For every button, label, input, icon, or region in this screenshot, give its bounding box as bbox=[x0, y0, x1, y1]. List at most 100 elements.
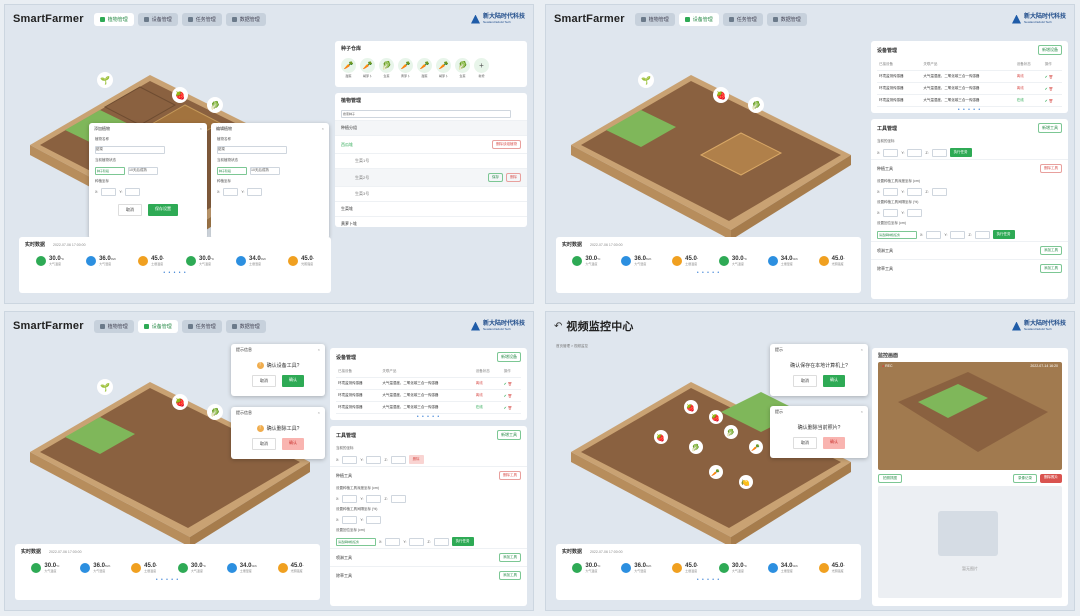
group-item-lettuce[interactable]: 生菜堆 bbox=[335, 201, 527, 216]
snapshot-button[interactable]: 拍照抓图 bbox=[878, 474, 902, 483]
trash-icon[interactable]: 🗑 bbox=[507, 405, 513, 410]
add-tool-button[interactable]: 添加工具 bbox=[1040, 264, 1062, 273]
delete-tool-button[interactable]: 删除工具 bbox=[1040, 164, 1062, 173]
tab-data[interactable]: 数据管理 bbox=[225, 319, 266, 333]
delete-button[interactable]: 删除 bbox=[408, 455, 424, 464]
tab-data[interactable]: 数据管理 bbox=[766, 12, 807, 26]
check-icon[interactable]: ✔ bbox=[503, 393, 507, 398]
name-input[interactable]: 甜菜 bbox=[217, 146, 287, 154]
sub-item[interactable]: 生菜3号 bbox=[335, 186, 527, 201]
seed-item[interactable]: 🥬 生菜 bbox=[455, 58, 470, 78]
trash-icon[interactable]: 🗑 bbox=[1048, 98, 1054, 103]
farm-board[interactable]: 🌱 🍓 🥬 bbox=[551, 45, 871, 245]
tab-task[interactable]: 任务管理 bbox=[722, 12, 763, 26]
add-tool-button[interactable]: 新增工具 bbox=[1038, 123, 1062, 133]
x-input[interactable] bbox=[883, 148, 899, 157]
pagination[interactable]: • • • • • bbox=[155, 577, 180, 583]
task-select[interactable]: 请选择种植任务 bbox=[336, 537, 376, 546]
save-settings-button[interactable]: 保存设置 bbox=[148, 204, 178, 216]
y-input[interactable] bbox=[247, 188, 263, 196]
check-icon[interactable]: ✔ bbox=[1044, 98, 1048, 103]
seed-item[interactable]: 🥕 黄萝卜 bbox=[398, 58, 413, 78]
confirm-delete-button[interactable]: 确认 bbox=[282, 438, 304, 450]
trash-icon[interactable]: 🗑 bbox=[1048, 74, 1054, 79]
trash-icon[interactable]: 🗑 bbox=[507, 381, 513, 386]
close-icon[interactable]: × bbox=[199, 126, 202, 131]
group-item-radish[interactable]: 黄萝卜堆 bbox=[335, 216, 527, 231]
tab-data[interactable]: 数据管理 bbox=[225, 12, 266, 26]
x-input[interactable] bbox=[101, 188, 117, 196]
close-icon[interactable]: × bbox=[321, 126, 324, 131]
z-input[interactable] bbox=[390, 495, 406, 503]
sub-item[interactable]: 生菜1号 bbox=[335, 153, 527, 168]
close-icon[interactable]: × bbox=[860, 409, 863, 414]
close-icon[interactable]: × bbox=[317, 410, 320, 415]
x-input[interactable] bbox=[342, 455, 358, 464]
x-input[interactable] bbox=[883, 209, 899, 217]
y-input[interactable] bbox=[907, 209, 923, 217]
farm-board[interactable]: 🍓 🍓 🍓 🥬 🥬 🥕 🥕 🍋 bbox=[551, 352, 871, 552]
video-feed[interactable]: ● REC 2022-07-14 16:20 bbox=[878, 362, 1062, 470]
x-input[interactable] bbox=[223, 188, 239, 196]
tab-plant[interactable]: 植物管理 bbox=[93, 319, 134, 333]
delete-button[interactable]: 删除 bbox=[506, 173, 521, 182]
add-device-button[interactable]: 新增设备 bbox=[497, 352, 521, 362]
check-icon[interactable]: ✔ bbox=[503, 381, 507, 386]
seed-item[interactable]: 🥕 胡萝卜 bbox=[436, 58, 451, 78]
pagination[interactable]: • • • • • bbox=[696, 577, 721, 583]
cancel-button[interactable]: 取消 bbox=[252, 438, 276, 450]
tab-task[interactable]: 任务管理 bbox=[181, 319, 222, 333]
z-input[interactable] bbox=[390, 455, 406, 464]
exec-task-button[interactable]: 执行任务 bbox=[992, 230, 1015, 239]
tab-device[interactable]: 设备管理 bbox=[137, 319, 178, 333]
exec-task-button[interactable]: 执行任务 bbox=[451, 537, 474, 546]
cancel-button[interactable]: 取消 bbox=[793, 437, 817, 449]
confirm-button[interactable]: 确认 bbox=[823, 375, 845, 387]
y-input[interactable] bbox=[907, 148, 923, 157]
add-device-button[interactable]: 新增设备 bbox=[1038, 45, 1062, 55]
tab-device[interactable]: 设备管理 bbox=[137, 12, 178, 26]
z-input[interactable] bbox=[433, 537, 449, 546]
save-button[interactable]: 保存 bbox=[488, 173, 503, 182]
tab-task[interactable]: 任务管理 bbox=[181, 12, 222, 26]
y-input[interactable] bbox=[366, 455, 382, 464]
check-icon[interactable]: ✔ bbox=[1044, 86, 1048, 91]
back-icon[interactable]: ↶ bbox=[554, 320, 563, 332]
tab-device[interactable]: 设备管理 bbox=[678, 12, 719, 26]
x-input[interactable] bbox=[342, 495, 358, 503]
mature-input[interactable]: 10天后成熟 bbox=[128, 167, 158, 175]
z-input[interactable] bbox=[931, 148, 947, 157]
x-input[interactable] bbox=[385, 537, 401, 546]
tab-plant[interactable]: 植物管理 bbox=[93, 12, 134, 26]
group-item-watermelon[interactable]: 西瓜堆 删除该组植物 bbox=[335, 135, 527, 153]
farm-board[interactable]: 🌱 🍓 🥬 bbox=[10, 352, 330, 552]
cancel-button[interactable]: 取消 bbox=[118, 204, 142, 216]
confirm-delete-button[interactable]: 确认 bbox=[823, 437, 845, 449]
delete-group-button[interactable]: 删除该组植物 bbox=[492, 140, 521, 149]
seed-item[interactable]: 🥕 甜菜 bbox=[417, 58, 432, 78]
z-input[interactable] bbox=[974, 230, 990, 239]
record-button[interactable]: 录像记录 bbox=[1013, 474, 1037, 483]
confirm-button[interactable]: 确认 bbox=[282, 375, 304, 387]
y-input[interactable] bbox=[125, 188, 141, 196]
add-tool-button[interactable]: 添加工具 bbox=[499, 571, 521, 580]
cancel-button[interactable]: 取消 bbox=[793, 375, 817, 387]
state-select[interactable]: 种子阶段 bbox=[95, 167, 125, 175]
close-icon[interactable]: × bbox=[317, 347, 320, 352]
seed-item[interactable]: 🥬 生菜 bbox=[379, 58, 394, 78]
x-input[interactable] bbox=[926, 230, 942, 239]
search-input[interactable]: 搜索种子 bbox=[341, 110, 511, 118]
tab-plant[interactable]: 植物管理 bbox=[634, 12, 675, 26]
cancel-button[interactable]: 取消 bbox=[252, 375, 276, 387]
y-input[interactable] bbox=[366, 495, 382, 503]
pagination[interactable]: • • • • • bbox=[957, 107, 982, 113]
state-select[interactable]: 种子阶段 bbox=[217, 167, 247, 175]
trash-icon[interactable]: 🗑 bbox=[1048, 86, 1054, 91]
task-select[interactable]: 请选择种植任务 bbox=[877, 230, 917, 239]
delete-photo-button[interactable]: 删除照片 bbox=[1040, 474, 1062, 483]
z-input[interactable] bbox=[931, 188, 947, 196]
y-input[interactable] bbox=[950, 230, 966, 239]
add-tool-button[interactable]: 添加工具 bbox=[499, 553, 521, 562]
name-input[interactable]: 甜菜 bbox=[95, 146, 165, 154]
delete-tool-button[interactable]: 删除工具 bbox=[499, 471, 521, 480]
